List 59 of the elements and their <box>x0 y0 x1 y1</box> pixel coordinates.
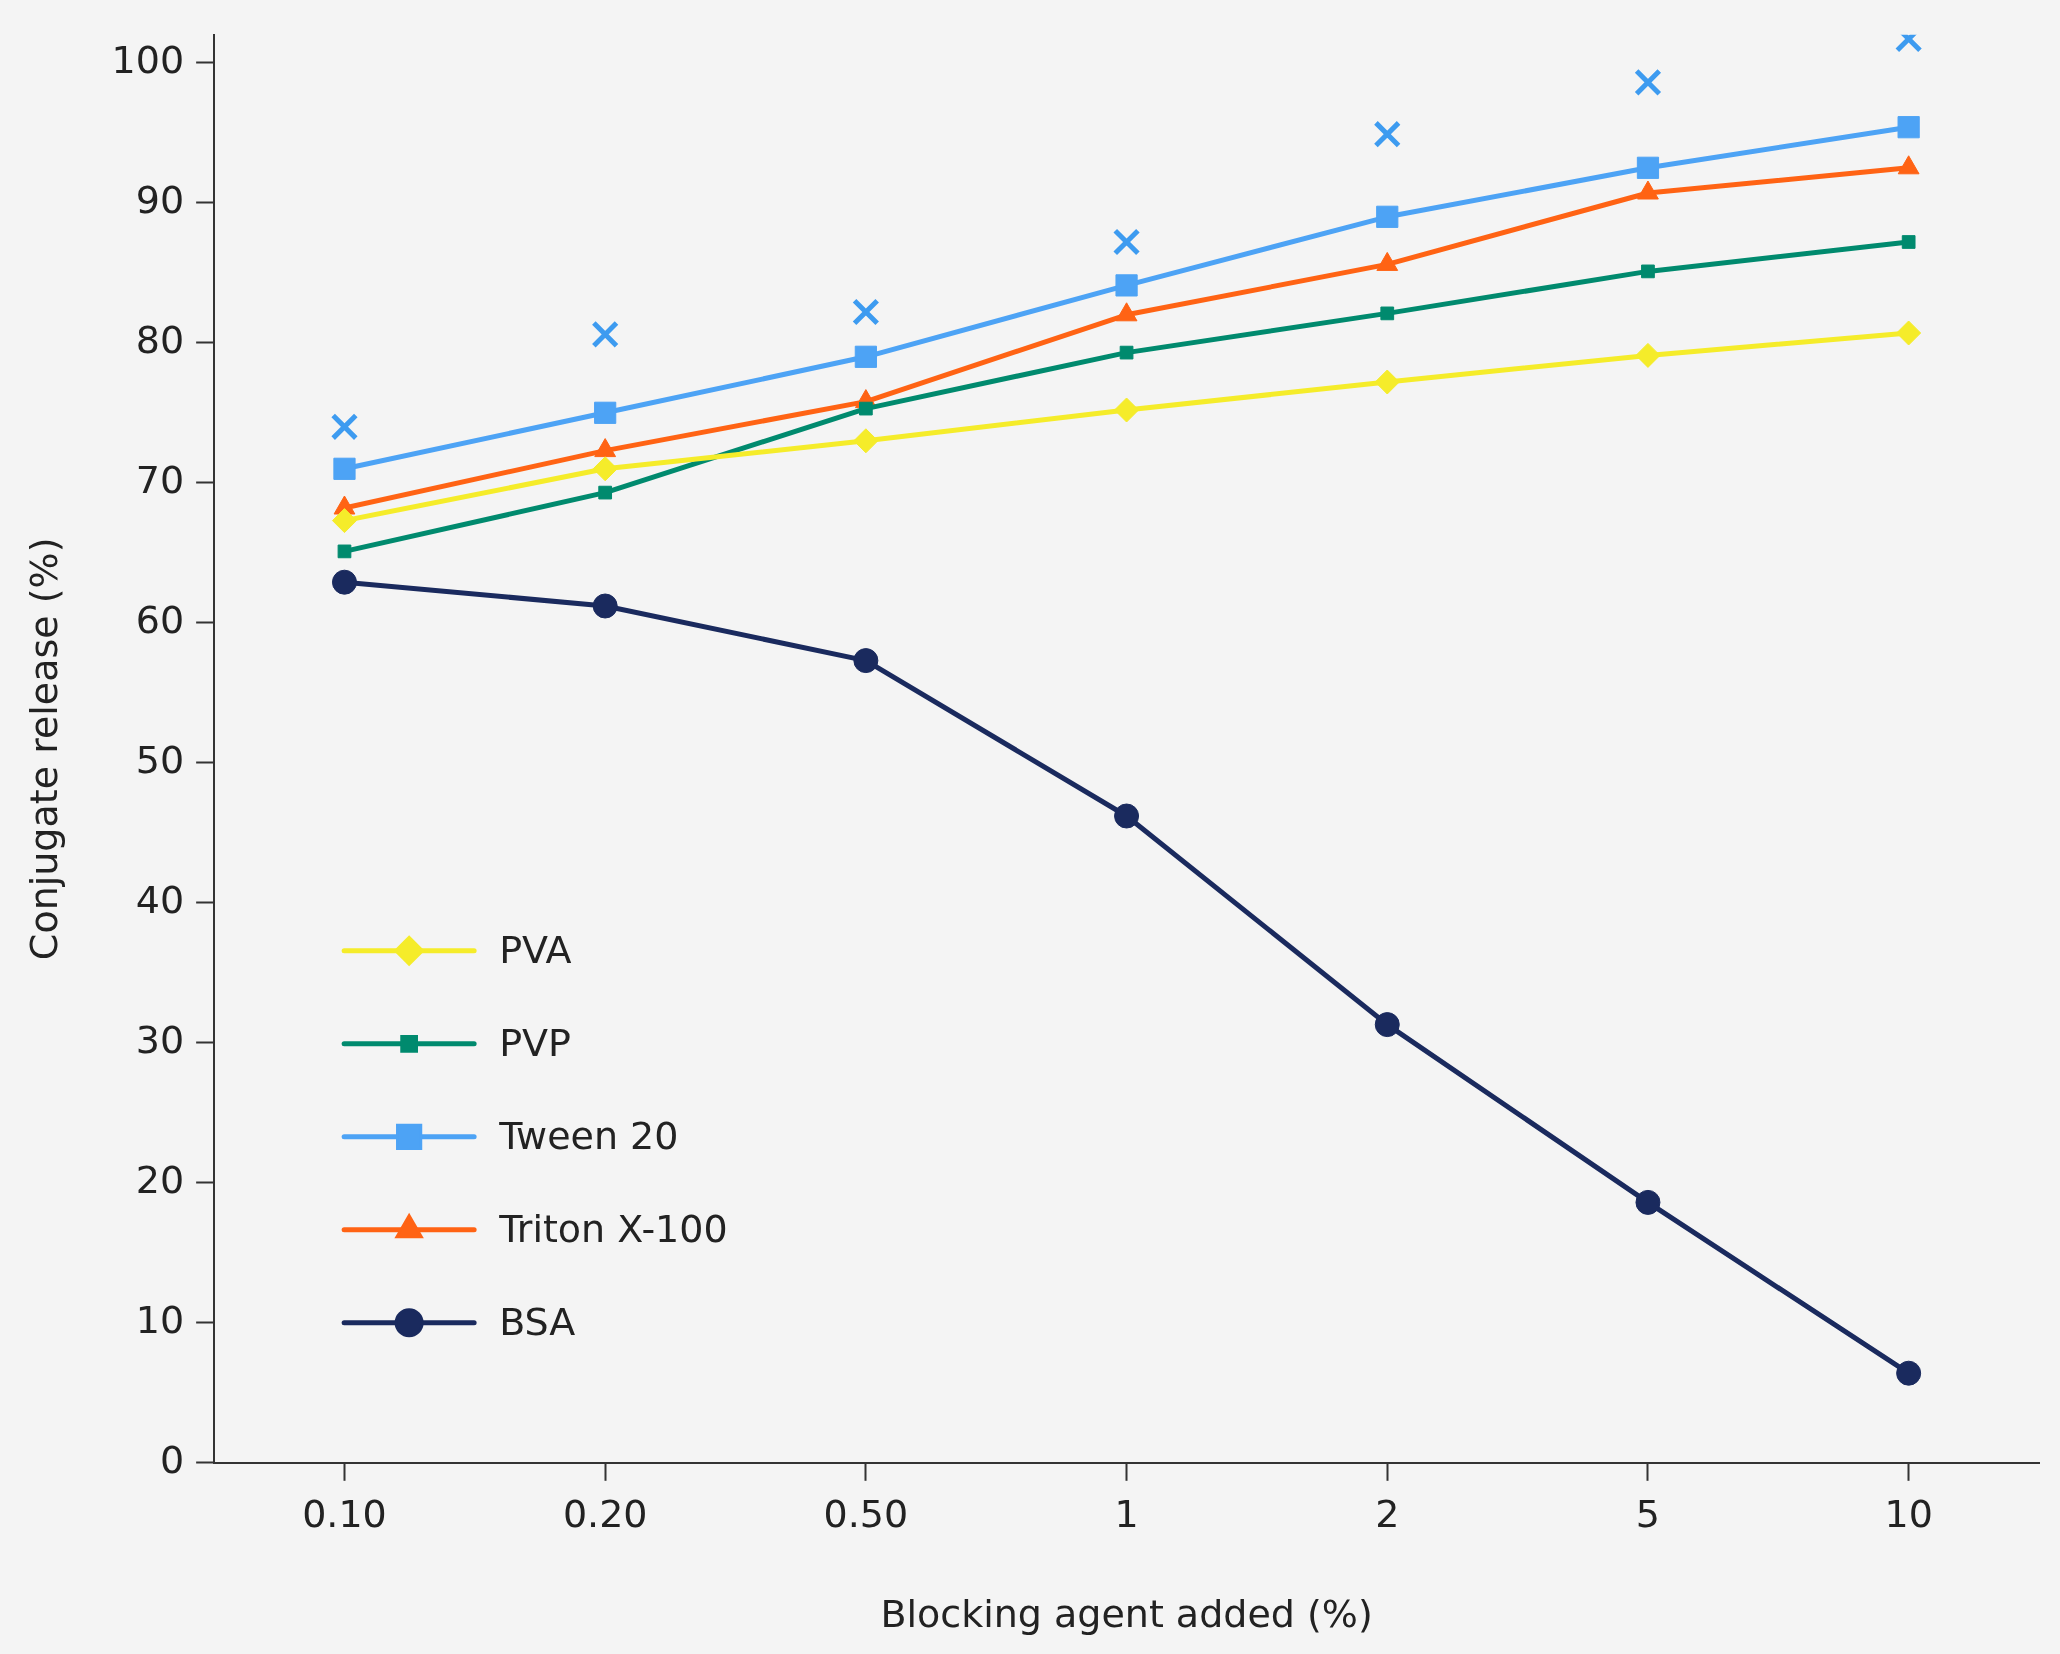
x-tick-label: 0.50 <box>823 1492 909 1537</box>
y-tick-label: 40 <box>135 877 185 922</box>
y-tick-label: 50 <box>135 737 185 782</box>
point <box>331 508 357 534</box>
x-axis-title: Blocking agent added (%) <box>880 1592 1373 1637</box>
y-tick-label: 70 <box>135 457 185 502</box>
point <box>1380 306 1395 321</box>
point <box>1635 1189 1661 1215</box>
point <box>330 412 359 441</box>
point <box>1896 320 1922 346</box>
legend-label: PVP <box>499 1020 571 1065</box>
legend-label: BSA <box>499 1299 576 1344</box>
y-axis-title: Conjugate release (%) <box>21 537 66 961</box>
point <box>1896 1360 1922 1386</box>
point <box>331 569 357 595</box>
legend-label: Triton X-100 <box>498 1206 728 1251</box>
point <box>592 593 618 619</box>
point <box>1114 397 1140 423</box>
point <box>1636 156 1660 179</box>
legend-label: PVA <box>499 927 572 972</box>
point <box>852 298 880 326</box>
point <box>337 544 352 559</box>
point <box>598 485 613 500</box>
x-tick-label: 5 <box>1635 1492 1661 1537</box>
point <box>1635 342 1661 368</box>
point <box>333 457 356 480</box>
y-tick-label: 20 <box>135 1157 185 1202</box>
point <box>1374 1012 1400 1038</box>
y-tick-label: 90 <box>135 177 185 222</box>
point <box>1115 274 1138 297</box>
y-tick-label: 30 <box>135 1017 185 1062</box>
y-tick-label: 80 <box>135 317 185 362</box>
point <box>1119 345 1134 360</box>
x-tick-label: 0.20 <box>562 1492 648 1537</box>
point <box>859 401 873 416</box>
point <box>1376 205 1399 228</box>
legend-label: Tween 20 <box>498 1113 679 1158</box>
point <box>1114 803 1140 829</box>
point <box>854 345 877 368</box>
point <box>853 428 879 454</box>
point <box>1641 264 1655 279</box>
x-tick-label: 10 <box>1884 1492 1933 1537</box>
y-tick-label: 10 <box>135 1297 185 1342</box>
point <box>1374 369 1400 395</box>
point <box>853 648 879 674</box>
x-tick-label: 2 <box>1375 1492 1400 1537</box>
point <box>1373 120 1402 149</box>
point <box>1634 68 1662 97</box>
point <box>591 320 619 349</box>
point <box>1897 116 1920 139</box>
y-tick-label: 100 <box>111 37 185 82</box>
point <box>1901 235 1916 249</box>
y-tick-label: 60 <box>135 597 185 642</box>
point <box>594 401 617 424</box>
point <box>1112 228 1141 256</box>
x-tick-label: 0.10 <box>302 1492 387 1537</box>
y-tick-label: 0 <box>159 1437 185 1482</box>
point <box>592 456 618 482</box>
x-tick-label: 1 <box>1114 1492 1139 1537</box>
